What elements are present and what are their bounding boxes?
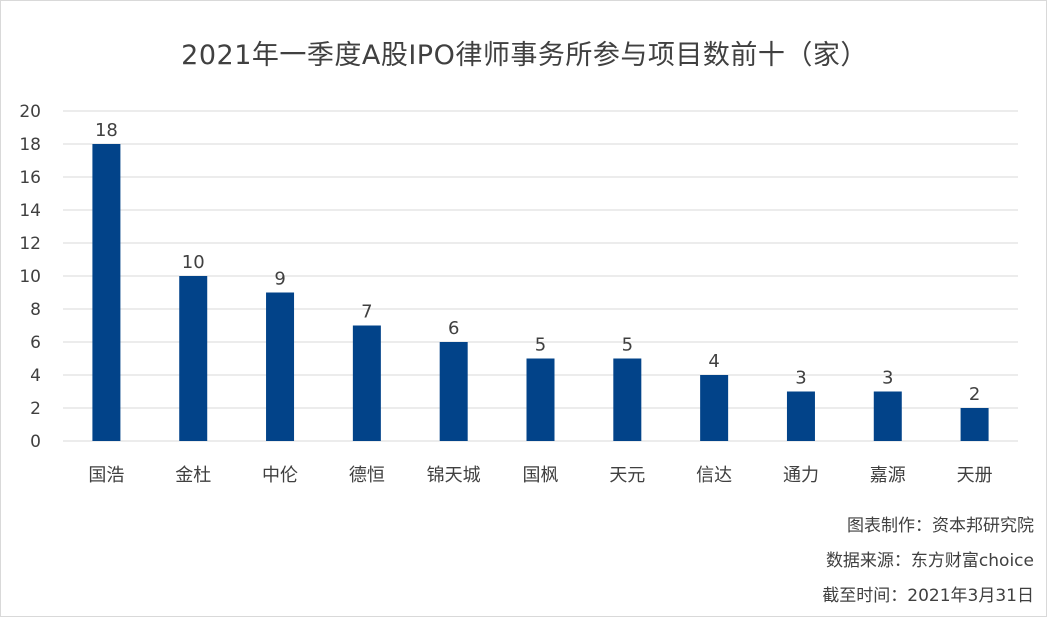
y-tick-label: 8 xyxy=(30,300,41,320)
x-tick-label: 锦天城 xyxy=(427,465,481,486)
y-tick-label: 16 xyxy=(19,168,41,188)
y-tick-label: 2 xyxy=(30,399,41,419)
y-tick-label: 18 xyxy=(19,135,41,155)
data-label: 10 xyxy=(182,252,205,273)
y-tick-label: 14 xyxy=(19,201,41,221)
footnote-maker: 图表制作：资本邦研究院 xyxy=(847,516,1034,536)
data-label: 18 xyxy=(95,120,118,141)
x-tick-label: 金杜 xyxy=(175,465,211,486)
y-tick-label: 4 xyxy=(30,366,41,386)
bar-德恒 xyxy=(352,325,381,441)
x-tick-label: 嘉源 xyxy=(870,465,906,486)
bar-嘉源 xyxy=(873,391,902,441)
x-axis-ticks: 国浩 金杜 中伦 德恒 锦天城 国枫 天元 信达 通力 嘉源 天册 xyxy=(88,465,992,486)
x-tick-label: 天元 xyxy=(609,465,645,486)
bar-通力 xyxy=(786,391,815,441)
bar-天元 xyxy=(613,358,642,441)
data-label: 7 xyxy=(361,302,372,323)
data-label: 9 xyxy=(274,269,285,290)
data-label: 3 xyxy=(882,368,893,389)
bars xyxy=(92,144,989,441)
bar-国枫 xyxy=(526,358,555,441)
bar-信达 xyxy=(700,375,729,441)
x-tick-label: 德恒 xyxy=(349,465,385,486)
data-label: 3 xyxy=(795,368,806,389)
data-label: 5 xyxy=(622,335,633,356)
footnote-source: 数据来源：东方财富choice xyxy=(825,551,1034,571)
data-label: 5 xyxy=(535,335,546,356)
y-tick-label: 0 xyxy=(30,432,41,452)
x-tick-label: 通力 xyxy=(783,465,819,486)
data-label: 6 xyxy=(448,318,459,339)
y-tick-label: 6 xyxy=(30,333,41,353)
x-tick-label: 信达 xyxy=(696,465,732,486)
bar-金杜 xyxy=(179,276,208,441)
y-axis-ticks: 0 2 4 6 8 10 12 14 16 18 20 xyxy=(19,102,41,452)
data-label: 2 xyxy=(969,384,980,405)
y-tick-label: 20 xyxy=(19,102,41,122)
y-tick-label: 12 xyxy=(19,234,41,254)
bar-国浩 xyxy=(92,144,121,441)
x-tick-label: 天册 xyxy=(957,465,993,486)
data-label: 4 xyxy=(708,351,719,372)
data-labels: 18 10 9 7 6 5 5 4 3 3 2 xyxy=(95,120,980,405)
bar-天册 xyxy=(960,408,989,441)
x-tick-label: 国枫 xyxy=(523,465,559,486)
footnote-cutoff: 截至时间：2021年3月31日 xyxy=(822,586,1034,606)
bar-锦天城 xyxy=(439,342,468,441)
x-tick-label: 国浩 xyxy=(88,465,124,486)
chart-title: 2021年一季度A股IPO律师事务所参与项目数前十（家） xyxy=(181,40,868,71)
y-tick-label: 10 xyxy=(19,267,41,287)
x-tick-label: 中伦 xyxy=(262,465,298,486)
bar-中伦 xyxy=(266,292,295,441)
